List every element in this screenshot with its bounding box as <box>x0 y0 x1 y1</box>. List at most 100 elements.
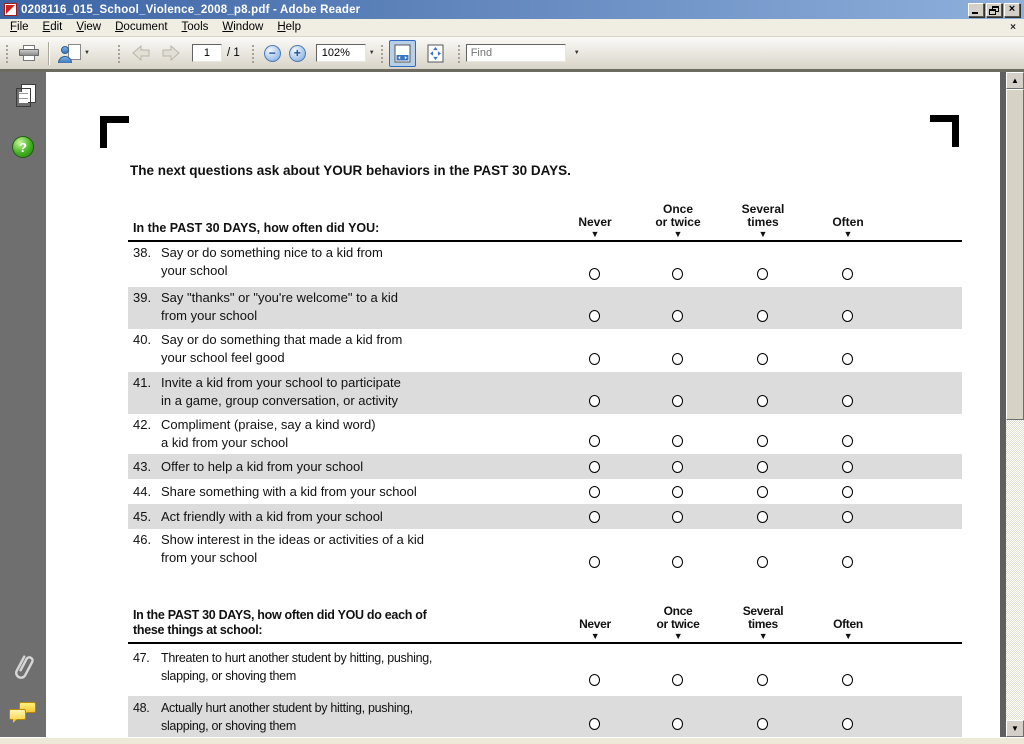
comments-panel-icon[interactable] <box>8 702 38 724</box>
menu-tools[interactable]: Tools <box>181 21 209 33</box>
table-prompt-line: In the PAST 30 DAYS, how often did YOU d… <box>133 608 427 622</box>
answer-circle <box>672 485 683 498</box>
question-text-line: from your school <box>161 307 258 323</box>
answer-circle <box>589 460 600 473</box>
toolbar: ▼ / 1 − + ▼ <box>0 37 1024 69</box>
scroll-up-button[interactable]: ▲ <box>1006 72 1024 89</box>
answer-circle <box>589 395 600 407</box>
page-number-input[interactable] <box>191 44 222 62</box>
column-marker-icon: ▼ <box>590 229 600 239</box>
question-number: 47. <box>133 651 150 665</box>
answer-circle <box>757 310 768 322</box>
column-header: Several times ▼ <box>718 202 808 240</box>
question-text-line: Act friendly with a kid from your school <box>161 508 383 524</box>
answer-circle <box>842 510 853 523</box>
fit-width-button[interactable] <box>388 39 416 67</box>
menu-help[interactable]: Help <box>277 21 301 33</box>
column-header-line: times <box>748 617 778 631</box>
column-header-line: Never <box>579 617 611 631</box>
question-text-line: your school <box>161 262 228 278</box>
column-header-line: Often <box>832 215 864 229</box>
answer-circle <box>757 460 768 473</box>
question-row-47: 47. Threaten to hurt another student by h… <box>128 644 962 696</box>
question-number: 42. <box>133 417 152 432</box>
scrollbar-thumb[interactable] <box>1006 89 1024 420</box>
answer-circle <box>757 353 768 365</box>
corner-mark-right <box>930 115 959 147</box>
menu-view[interactable]: View <box>76 21 102 33</box>
menu-window[interactable]: Window <box>222 21 264 33</box>
column-header-line: Several <box>741 202 785 216</box>
menu-document[interactable]: Document <box>115 21 168 33</box>
zoom-level-input[interactable] <box>315 44 366 62</box>
answer-circle <box>842 310 853 322</box>
next-page-button[interactable] <box>156 40 186 67</box>
answer-circle <box>589 485 600 498</box>
minimize-icon <box>972 11 978 14</box>
previous-page-button[interactable] <box>126 40 156 67</box>
attachments-panel-icon[interactable] <box>10 650 36 691</box>
menu-file[interactable]: File <box>10 21 29 33</box>
print-button[interactable] <box>14 40 44 67</box>
column-marker-icon: ▼ <box>758 229 768 239</box>
menubar-close-icon[interactable]: × <box>1010 22 1016 33</box>
answer-circle <box>589 268 600 280</box>
sign-button[interactable]: ▼ <box>53 40 95 67</box>
answer-circle <box>842 718 853 730</box>
toolbar-grip[interactable] <box>456 42 461 64</box>
question-number: 39. <box>133 290 152 305</box>
scroll-down-button[interactable]: ▼ <box>1006 720 1024 737</box>
sign-dropdown-icon[interactable]: ▼ <box>84 50 90 56</box>
zoom-in-button[interactable]: + <box>288 44 306 62</box>
zoom-dropdown-icon[interactable]: ▼ <box>368 50 375 56</box>
answer-circle <box>672 674 683 686</box>
find-input[interactable] <box>465 44 566 62</box>
zoom-out-button[interactable]: − <box>263 44 281 62</box>
answer-circle <box>672 310 683 322</box>
question-text-line: Share something with a kid from your sch… <box>161 483 417 499</box>
fit-page-button[interactable] <box>422 40 449 67</box>
column-header: Often ▼ <box>803 618 893 642</box>
column-header: Once or twice ▼ <box>633 203 723 240</box>
question-number: 44. <box>133 483 152 499</box>
find-dropdown-icon[interactable]: ▼ <box>573 50 580 56</box>
answer-circle <box>589 353 600 365</box>
table-header: In the PAST 30 DAYS, how often did YOU d… <box>128 594 962 644</box>
column-header: Never ▼ <box>550 216 640 240</box>
help-icon[interactable]: ? <box>12 136 34 158</box>
question-text-line: a kid from your school <box>161 434 289 450</box>
toolbar-grip[interactable] <box>250 42 255 64</box>
answer-circle <box>589 510 600 523</box>
toolbar-grip[interactable] <box>379 42 384 64</box>
question-row-39: 39. Say "thanks" or "you're welcome" to a… <box>128 287 962 329</box>
question-number: 38. <box>133 245 152 260</box>
answer-circle <box>757 556 768 568</box>
menu-edit[interactable]: Edit <box>42 21 63 33</box>
page-title: The next questions ask about YOUR behavi… <box>130 163 571 178</box>
answer-circle <box>757 674 768 686</box>
answer-circle <box>842 395 853 407</box>
question-row-42: 42. Compliment (praise, say a kind word) a… <box>128 414 962 454</box>
question-number: 41. <box>133 375 152 390</box>
answer-circle <box>589 674 600 686</box>
answer-circle <box>589 718 600 730</box>
toolbar-grip[interactable] <box>116 42 121 64</box>
question-number: 48. <box>133 701 150 715</box>
window-bottom-edge <box>0 737 1024 744</box>
question-text-line: Say or do something nice to a kid from <box>161 245 383 260</box>
vertical-scrollbar[interactable]: ▲ ▼ <box>1006 72 1024 737</box>
question-table-1: In the PAST 30 DAYS, how often did YOU: N… <box>128 194 962 575</box>
pages-panel-icon[interactable] <box>12 84 38 110</box>
minimize-button[interactable] <box>968 2 984 17</box>
column-marker-icon: ▼ <box>758 631 768 641</box>
toolbar-grip[interactable] <box>5 42 9 64</box>
menu-items: File Edit View Document Tools Window Help <box>3 19 308 36</box>
close-button[interactable]: × <box>1004 2 1020 17</box>
question-row-40: 40. Say or do something that made a kid f… <box>128 329 962 372</box>
restore-button[interactable] <box>986 2 1002 17</box>
column-header: Several times ▼ <box>718 605 808 642</box>
paperclip-icon <box>15 655 34 679</box>
question-text-line: Show interest in the ideas or activities… <box>161 532 425 547</box>
question-text-line: from your school <box>161 549 258 565</box>
